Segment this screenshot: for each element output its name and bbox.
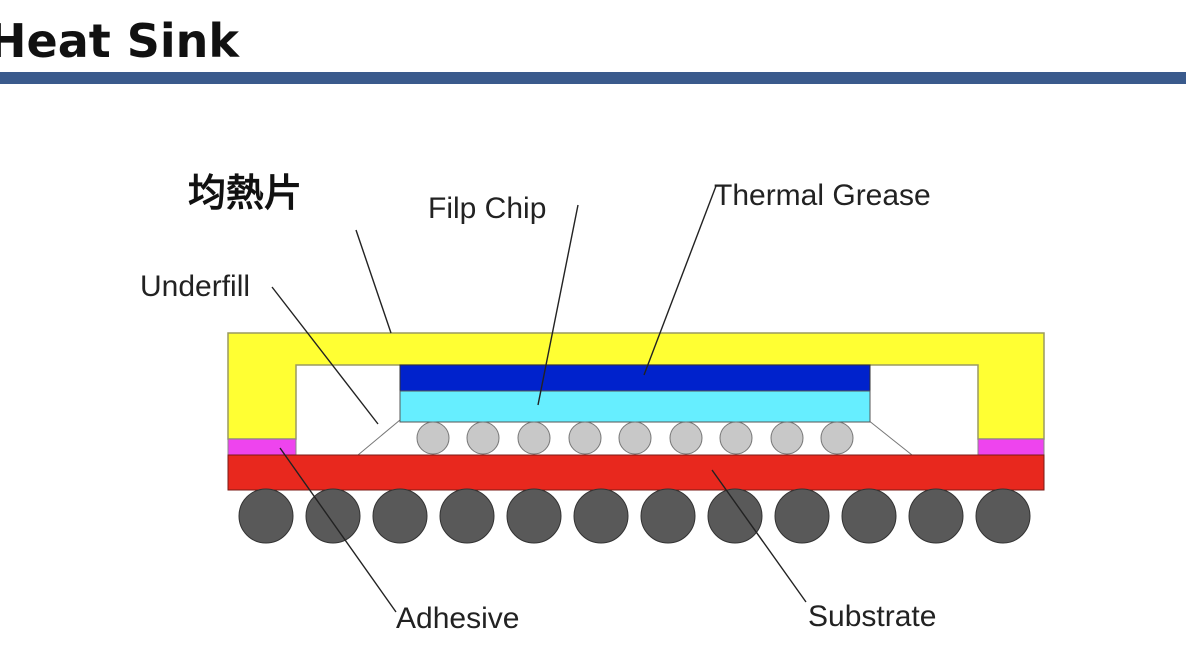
solder-ball	[841, 488, 897, 544]
solder-ball	[908, 488, 964, 544]
flip-chip-die	[399, 390, 871, 423]
label-adhesive: Adhesive	[396, 602, 519, 635]
leader-adhesive	[279, 447, 397, 613]
solder-bump	[517, 421, 551, 455]
leader-heat-spreader	[355, 229, 392, 334]
solder-bump	[669, 421, 703, 455]
thermal-grease-layer	[399, 364, 871, 392]
solder-ball	[305, 488, 361, 544]
leader-thermal-grease	[643, 185, 717, 376]
solder-ball	[707, 488, 763, 544]
adhesive-pad-right	[977, 438, 1045, 456]
solder-ball	[573, 488, 629, 544]
label-heat-spreader: 均熱片	[188, 171, 302, 215]
substrate-layer	[227, 454, 1045, 491]
solder-bump	[466, 421, 500, 455]
solder-ball	[439, 488, 495, 544]
solder-bump	[719, 421, 753, 455]
solder-bump	[416, 421, 450, 455]
title-underline-bar	[0, 72, 1186, 84]
leader-substrate	[711, 469, 807, 603]
adhesive-pad-left	[227, 438, 297, 456]
solder-ball	[975, 488, 1031, 544]
solder-bump	[618, 421, 652, 455]
solder-balls	[238, 488, 1031, 544]
label-thermal-grease: Thermal Grease	[714, 179, 931, 212]
leader-flip-chip	[537, 204, 579, 406]
solder-bump	[568, 421, 602, 455]
solder-bump	[820, 421, 854, 455]
leader-underfill	[271, 286, 379, 425]
solder-bumps	[416, 421, 854, 455]
page-title: Heat Sink	[0, 14, 239, 68]
solder-ball	[506, 488, 562, 544]
label-flip-chip: Filp Chip	[428, 192, 546, 225]
solder-bump	[770, 421, 804, 455]
solder-ball	[372, 488, 428, 544]
leader-lines	[271, 185, 807, 613]
solder-ball	[774, 488, 830, 544]
solder-ball	[640, 488, 696, 544]
solder-ball	[238, 488, 294, 544]
label-substrate: Substrate	[808, 600, 936, 633]
label-underfill: Underfill	[140, 270, 250, 303]
